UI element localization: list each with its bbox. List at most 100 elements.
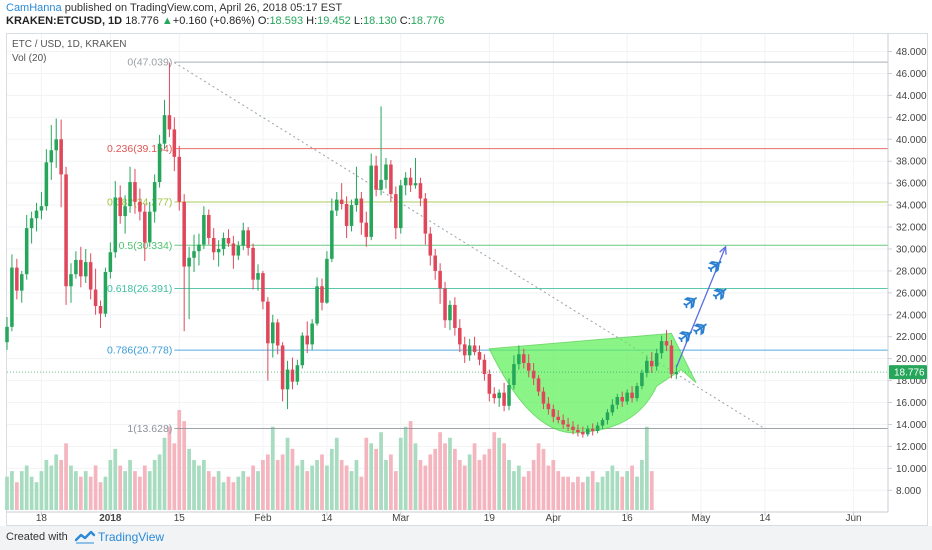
price-tick-label: 16.000	[896, 398, 927, 409]
cup-pattern	[488, 332, 697, 434]
volume-bar	[467, 454, 472, 510]
candle-body	[625, 392, 629, 402]
candle-body	[54, 139, 58, 151]
candle-body	[654, 353, 659, 367]
candle-body	[152, 182, 157, 212]
candle-body	[202, 214, 206, 245]
volume-bar	[123, 471, 127, 510]
candle-body	[143, 211, 147, 243]
volume-label: Vol (20)	[12, 53, 47, 64]
volume-bar	[275, 460, 280, 510]
volume-bar	[605, 471, 610, 510]
time-tick-label: 14	[759, 513, 771, 524]
candle-body	[285, 369, 290, 390]
time-tick-label: May	[692, 513, 711, 524]
volume-bar	[635, 476, 639, 510]
candle-body	[275, 322, 280, 346]
author-link[interactable]: CamHanna	[6, 2, 62, 14]
candle-body	[546, 403, 551, 410]
candle-body	[600, 420, 605, 426]
candle-body	[482, 359, 487, 374]
candle-body	[462, 344, 467, 356]
price-tick-label: 34.000	[896, 201, 927, 212]
price-tick-label: 40.000	[896, 135, 927, 146]
candle-body	[349, 205, 354, 226]
candle-body	[492, 393, 497, 399]
volume-bar	[34, 482, 39, 510]
candle-body	[315, 286, 319, 324]
price-chart[interactable]: 0(47.039)0.236(39.154)0.382(34.277)0.5(3…	[0, 0, 932, 526]
volume-bar	[29, 476, 34, 510]
candle-body	[571, 426, 575, 430]
price-tick-label: 12.000	[896, 442, 927, 453]
candle-body	[216, 248, 221, 253]
candlesticks	[5, 62, 679, 438]
candle-body	[645, 360, 649, 373]
time-tick-label: Apr	[546, 513, 562, 524]
volume-bar	[595, 482, 600, 510]
candle-body	[467, 345, 472, 356]
tradingview-logo-icon[interactable]	[74, 528, 96, 546]
candle-body	[187, 257, 191, 267]
price-tick-label: 18.000	[896, 376, 927, 387]
volume-bar	[10, 471, 14, 510]
volume-bar	[379, 432, 383, 510]
volume-bar	[551, 460, 556, 510]
candle-body	[541, 391, 546, 404]
candle-body	[19, 274, 24, 291]
fib-level-label: 0.786(20.778)	[107, 345, 172, 357]
candle-body	[69, 274, 73, 287]
candle-body	[83, 262, 88, 277]
candle-body	[34, 210, 39, 219]
candle-body	[226, 238, 231, 244]
volume-bar	[78, 476, 83, 510]
candle-body	[74, 259, 78, 275]
price-tick-label: 42.000	[896, 113, 927, 124]
time-axis: 18 2018 15 Feb 14 Mar 19 Apr 16 May 14 Jun	[7, 511, 888, 524]
volume-bar	[280, 454, 285, 510]
time-tick-label: Mar	[392, 513, 410, 524]
candle-body	[334, 199, 339, 211]
volume-bar	[206, 471, 211, 510]
candle-body	[590, 428, 595, 432]
volume-bar	[428, 454, 433, 510]
tradingview-brand[interactable]: TradingView	[98, 530, 165, 544]
volume-bar	[526, 471, 531, 510]
volume-bar	[246, 476, 251, 510]
volume-bar	[448, 437, 452, 510]
volume-bar	[507, 460, 511, 510]
candle-body	[39, 206, 44, 211]
volume-bar	[290, 448, 295, 510]
volume-bar	[600, 476, 605, 510]
volume-bar	[536, 443, 541, 510]
candle-body	[246, 230, 250, 248]
candle-body	[280, 345, 285, 390]
price-tick-label: 24.000	[896, 310, 927, 321]
candle-body	[320, 286, 324, 303]
volume-bar	[576, 476, 580, 510]
candle-body	[369, 165, 373, 237]
plane-icon	[683, 297, 697, 310]
volume-bar	[541, 448, 546, 510]
volume-bar	[98, 482, 103, 510]
plane-shape	[693, 323, 707, 336]
volume-bar	[472, 443, 477, 510]
candle-body	[615, 397, 620, 405]
volume-bar	[142, 465, 147, 510]
candle-body	[453, 304, 457, 328]
volume-bar	[408, 421, 413, 510]
candle-body	[418, 183, 423, 199]
volume-bar	[339, 460, 344, 510]
candle-body	[182, 201, 186, 267]
volume-bar	[14, 482, 19, 510]
candle-body	[221, 238, 226, 249]
candle-body	[344, 204, 349, 226]
volume-bar	[649, 471, 654, 510]
candle-body	[295, 365, 300, 382]
volume-bar	[202, 460, 206, 510]
candle-body	[536, 378, 541, 392]
volume-bar	[187, 448, 191, 510]
volume-bar	[403, 426, 408, 510]
fib-level-label: 0.5(30.334)	[119, 240, 173, 252]
candle-body	[635, 386, 639, 399]
